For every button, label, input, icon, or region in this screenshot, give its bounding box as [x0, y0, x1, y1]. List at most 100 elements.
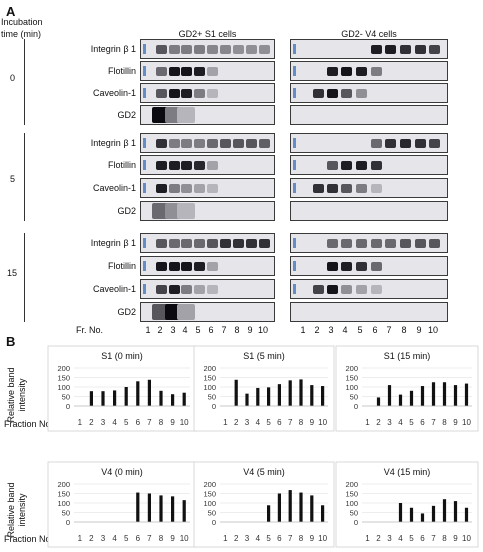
protein-band [206, 261, 218, 271]
blot-strip-s1 [140, 302, 275, 322]
x-tick-label: 1 [223, 534, 228, 543]
fraction-number: 6 [372, 325, 378, 335]
bar [420, 386, 425, 406]
protein-band [399, 44, 411, 54]
x-tick-label: 2 [376, 418, 381, 427]
bar [464, 507, 469, 522]
incubation-time-label: 5 [10, 174, 16, 184]
protein-band [370, 284, 382, 294]
chart-title: V4 (5 min) [243, 467, 285, 477]
fraction-number: 8 [234, 325, 240, 335]
x-tick-label: 3 [101, 418, 106, 427]
group-bracket-line [24, 39, 25, 125]
bar [89, 391, 93, 406]
protein-band [340, 238, 352, 248]
chart-title: S1 (15 min) [384, 351, 431, 361]
y-tick-label: 150 [203, 374, 216, 383]
fraction-number: 9 [416, 325, 422, 335]
x-tick-label: 5 [409, 418, 414, 427]
protein-band [155, 88, 167, 98]
marker-ladder [143, 261, 146, 271]
blot-strip-v4 [290, 83, 448, 103]
bar [398, 503, 403, 522]
x-tick-label: 9 [170, 418, 175, 427]
bar [113, 390, 117, 406]
protein-band [180, 44, 192, 54]
x-tick-label: 2 [376, 534, 381, 543]
protein-band [258, 44, 270, 54]
bar [453, 385, 458, 406]
x-tick-label: 1 [365, 418, 370, 427]
bar [136, 381, 140, 406]
fraction-number: 4 [342, 325, 348, 335]
x-tick-label: 4 [256, 418, 261, 427]
y-tick-label: 0 [66, 402, 70, 411]
protein-band [155, 261, 167, 271]
x-tick-label: 2 [89, 418, 94, 427]
protein-band [193, 284, 205, 294]
chart-title: S1 (0 min) [101, 351, 143, 361]
y-tick-label: 200 [203, 364, 216, 373]
y-tick-label: 150 [203, 490, 216, 499]
protein-band [193, 88, 205, 98]
protein-band [206, 160, 218, 170]
protein-band [355, 238, 367, 248]
protein-band [245, 238, 257, 248]
x-tick-label: 3 [387, 534, 392, 543]
bar [376, 397, 381, 406]
panel-b-letter: B [6, 334, 16, 349]
x-tick-label: 3 [387, 418, 392, 427]
x-tick-label: 4 [398, 418, 403, 427]
bar [159, 495, 163, 522]
protein-band [370, 261, 382, 271]
blot-row-label: Flotillin [107, 261, 136, 271]
x-tick-label: 6 [277, 418, 282, 427]
col-header-s1: GD2+ S1 cells [178, 29, 237, 39]
chart-title: S1 (5 min) [243, 351, 285, 361]
y-tick-label: 100 [345, 499, 358, 508]
bar [398, 394, 403, 406]
x-tick-label: 8 [442, 418, 447, 427]
x-tick-label: 4 [112, 418, 117, 427]
marker-ladder [293, 88, 296, 98]
y-tick-label: 50 [350, 509, 358, 518]
bar [245, 393, 249, 406]
bar [136, 492, 140, 522]
x-tick-label: 6 [420, 418, 425, 427]
y-tick-label: 100 [57, 499, 70, 508]
bar [431, 382, 436, 406]
x-tick-label: 6 [420, 534, 425, 543]
x-tick-label: 5 [266, 534, 271, 543]
protein-band [355, 284, 367, 294]
blot-strip-s1 [140, 105, 275, 125]
fraction-number: 4 [182, 325, 188, 335]
y-tick-label: 200 [345, 364, 358, 373]
protein-band [177, 304, 195, 320]
marker-ladder [293, 183, 296, 193]
x-tick-label: 4 [112, 534, 117, 543]
x-tick-label: 8 [159, 418, 164, 427]
protein-band [399, 138, 411, 148]
x-tick-label: 2 [234, 534, 239, 543]
protein-band [258, 238, 270, 248]
bar [409, 507, 414, 522]
protein-band [177, 107, 195, 123]
protein-band [355, 160, 367, 170]
chart-frame [47, 345, 197, 432]
protein-band [155, 284, 167, 294]
blot-row-label: Caveolin-1 [92, 88, 136, 98]
bar [182, 500, 186, 522]
protein-band [428, 138, 440, 148]
bar [431, 505, 436, 522]
x-tick-label: 5 [124, 534, 129, 543]
bar [147, 493, 151, 522]
x-tick-label: 1 [223, 418, 228, 427]
blot-strip-s1 [140, 133, 275, 153]
protein-band [168, 160, 180, 170]
protein-band [168, 138, 180, 148]
protein-band [326, 88, 338, 98]
x-tick-label: 4 [256, 534, 261, 543]
